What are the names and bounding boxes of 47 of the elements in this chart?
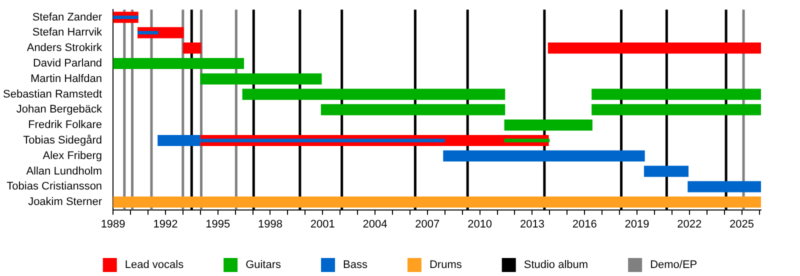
bar [443,150,645,162]
x-tick-label: 1995 [206,218,230,230]
x-tick-label: 2013 [520,218,544,230]
x-tick-label: 1992 [153,218,178,230]
bar [548,42,761,54]
bar [200,73,322,84]
bar [182,42,202,54]
y-tick-label: Fredrik Folkare [28,119,102,132]
legend-label: Lead vocals [124,259,184,272]
bar [113,58,244,70]
bar [644,166,689,177]
bar [320,104,506,116]
x-tick-label: 2016 [572,218,597,230]
x-tick-label: 2004 [362,218,388,230]
y-tick-label: Allan Lundholm [26,165,102,178]
y-tick-label: Tobias Sidegård [23,134,102,147]
legend-label: Drums [429,259,462,272]
y-tick-label: Tobias Cristiansson [6,180,102,193]
bar [592,88,761,100]
bar [113,196,761,208]
y-tick-label: Sebastian Ramstedt [2,88,102,100]
legend-label: Guitars [246,259,282,272]
legend-label: Bass [343,259,368,272]
x-tick-label: 2019 [624,218,650,230]
y-tick-label: David Parland [32,58,102,70]
legend-label: Demo/EP [650,259,698,272]
bar [138,31,158,34]
bar [592,104,761,116]
y-tick-label: Joakim Sterner [28,196,102,208]
x-tick-label: 2022 [677,218,702,230]
y-tick-label: Stefan Harrvik [32,26,103,39]
bar [688,181,761,192]
y-tick-label: Alex Friberg [42,150,102,162]
x-tick-label: 2007 [415,218,440,230]
x-tick-label: 1989 [100,218,126,230]
x-tick-label: 2001 [310,218,335,230]
bar [242,88,506,100]
bar [504,120,592,131]
x-tick-label: 1998 [258,218,282,230]
y-tick-label: Anders Strokirk [26,42,103,54]
legend-label: Studio album [524,259,588,272]
y-tick-label: Johan Bergebäck [16,104,103,116]
x-tick-label: 2025 [730,218,754,230]
y-tick-label: Martin Halfdan [30,72,102,85]
x-tick-label: 2010 [468,218,492,230]
y-tick-label: Stefan Zander [32,11,102,24]
bar [113,16,138,19]
